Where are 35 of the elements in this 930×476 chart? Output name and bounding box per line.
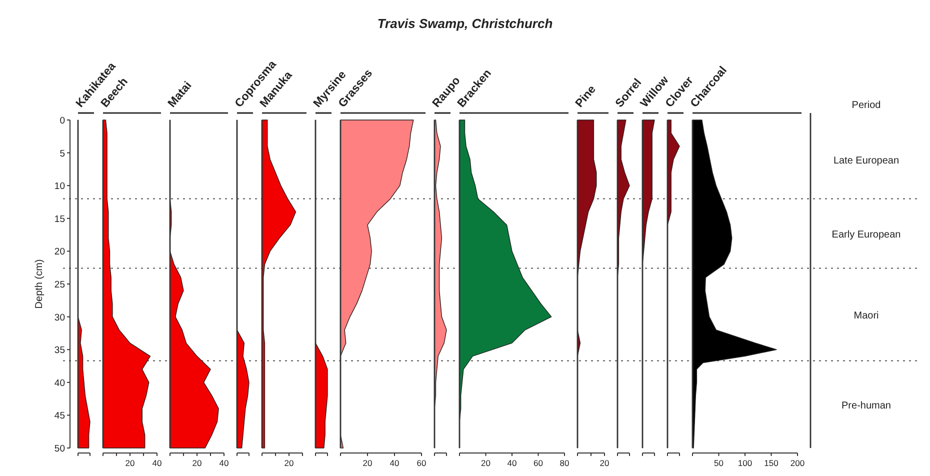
x-tick-label: 20 [481,458,491,468]
x-tick-label: 80 [560,458,570,468]
x-tick-label: 20 [125,458,135,468]
y-axis-title: Depth (cm) [34,259,45,309]
y-tick-label: 35 [54,345,65,356]
y-tick-label: 10 [54,181,65,192]
x-tick-label: 20 [192,458,202,468]
x-tick-label: 60 [534,458,544,468]
x-tick-label: 100 [738,458,752,468]
x-tick-label: 40 [507,458,517,468]
x-tick-label: 40 [390,458,400,468]
text: Travis Swamp, Christchurch [377,16,553,31]
y-tick-label: 30 [54,312,65,324]
y-tick-label: 40 [54,378,65,389]
x-tick-label: 50 [714,458,724,468]
text: Period [852,100,881,111]
text: Late European [833,155,900,166]
x-tick-label: 40 [152,458,162,468]
x-tick-label: 20 [600,458,610,468]
x-tick-label: 40 [219,458,229,468]
x-tick-label: 150 [764,458,779,468]
x-tick-label: 200 [790,458,805,468]
y-tick-label: 20 [54,246,65,258]
text: Maori [854,310,879,322]
y-tick-label: 5 [60,148,65,160]
y-tick-label: 25 [54,280,65,290]
y-tick-label: 50 [54,444,65,454]
x-tick-label: 20 [362,458,372,468]
y-tick-label: 0 [60,116,65,126]
text: Early European [832,229,901,240]
y-tick-label: 15 [54,214,65,225]
text: Pre-human [842,400,891,412]
x-tick-label: 20 [284,458,294,468]
x-tick-label: 60 [416,458,426,468]
y-tick-label: 45 [54,410,65,422]
